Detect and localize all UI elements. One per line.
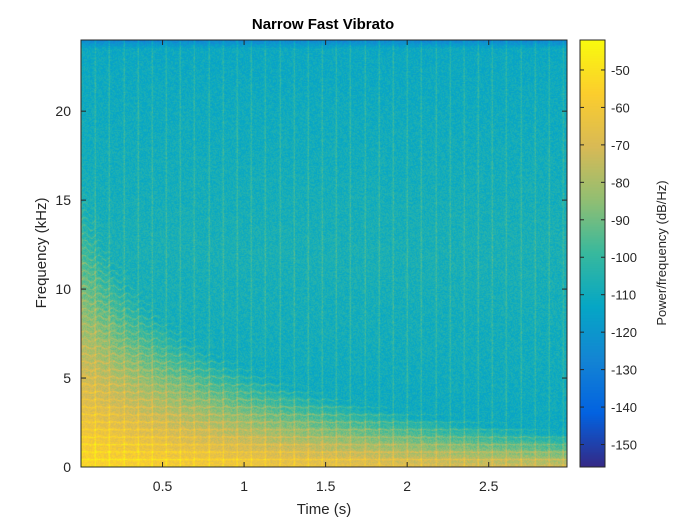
colorbar-tick-label: -120 [611, 325, 637, 340]
colorbar-tick-label: -60 [611, 100, 630, 115]
colorbar-frame [579, 39, 606, 468]
colorbar-gradient [580, 40, 605, 467]
colorbar-tick-label: -70 [611, 138, 630, 153]
colorbar-tick-label: -140 [611, 400, 637, 415]
x-tick-label: 1.5 [316, 478, 336, 494]
x-axis: 0.5 1 1.5 2 2.5 [153, 40, 499, 494]
colorbar-tick-label: -100 [611, 250, 637, 265]
plot-area [80, 39, 568, 468]
x-axis-label: Time (s) [297, 501, 351, 518]
x-tick-label: 1 [240, 478, 248, 494]
chart-title: Narrow Fast Vibrato [252, 16, 394, 33]
x-tick-label: 2.5 [479, 478, 499, 494]
colorbar-tick-label: -150 [611, 438, 637, 453]
y-tick-label: 10 [55, 281, 71, 297]
colorbar-tick-label: -50 [611, 63, 630, 78]
spectrogram-image [81, 40, 567, 467]
plot-frame [80, 39, 568, 468]
y-tick-label: 5 [63, 370, 71, 386]
y-axis-label: Frequency (kHz) [33, 198, 50, 309]
x-tick-label: 0.5 [153, 478, 173, 494]
colorbar-tick-label: -110 [611, 288, 636, 303]
y-tick-label: 15 [55, 192, 71, 208]
colorbar-ticks: -50 -60 -70 -80 -90 -100 -110 -120 -130 -140 -150 [580, 63, 637, 453]
colorbar-tick-label: -90 [611, 213, 630, 228]
y-axis: 0 5 10 15 20 [55, 103, 567, 475]
x-tick-label: 2 [403, 478, 411, 494]
colorbar: -50-60-70-80-90-100-110-120-130-140-150 … [579, 39, 669, 468]
colorbar-tick-label: -80 [611, 175, 630, 190]
colorbar-tick-label: -130 [611, 363, 637, 378]
colorbar-label: Power/frequency (dB/Hz) [654, 180, 669, 325]
y-tick-label: 0 [63, 459, 71, 475]
y-tick-label: 20 [55, 103, 71, 119]
